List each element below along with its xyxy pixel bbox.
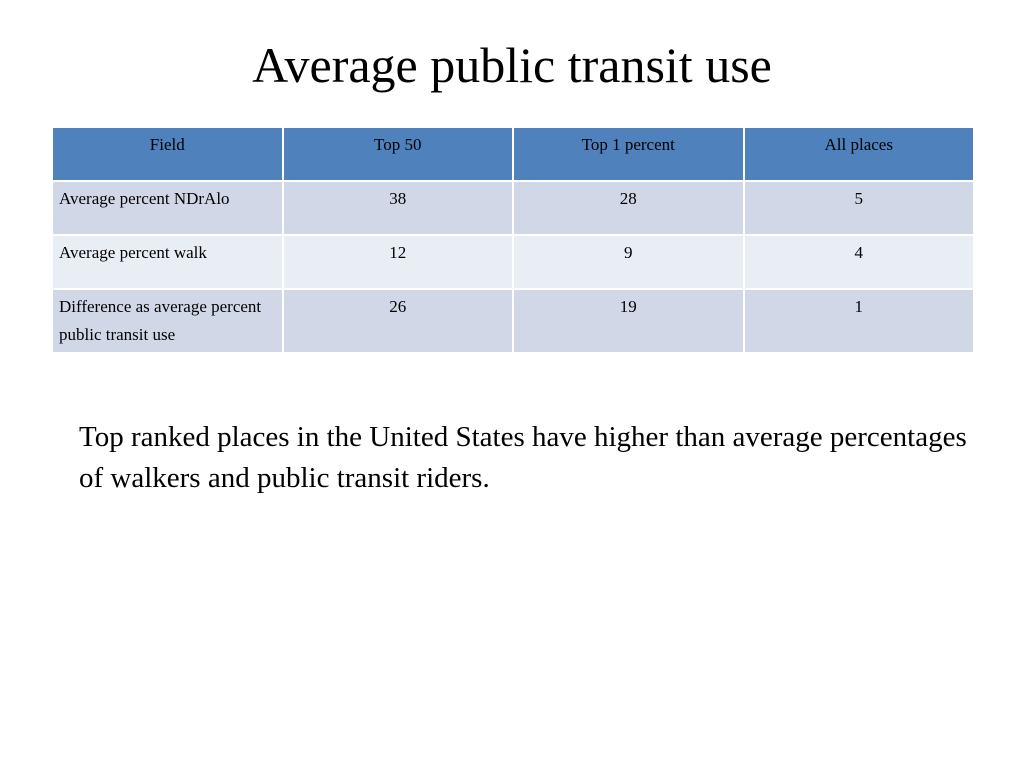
- header-field: Field: [51, 126, 284, 182]
- header-top-50: Top 50: [281, 126, 514, 182]
- header-top-1-percent: Top 1 percent: [512, 126, 745, 182]
- row-value-top-50: 38: [281, 180, 514, 236]
- row-value-top-50: 12: [281, 234, 514, 290]
- row-value-all-places: 4: [742, 234, 975, 290]
- row-value-all-places: 5: [742, 180, 975, 236]
- row-value-top-1-percent: 28: [512, 180, 745, 236]
- row-field-label: Average percent walk: [51, 234, 284, 290]
- transit-table: Field Top 50 Top 1 percent All places Av…: [51, 126, 975, 354]
- row-value-top-50: 26: [281, 288, 514, 354]
- row-value-top-1-percent: 19: [512, 288, 745, 354]
- table-row: Difference as average percent public tra…: [51, 288, 975, 354]
- table-row: Average percent walk 12 9 4: [51, 234, 975, 290]
- table-header-row: Field Top 50 Top 1 percent All places: [51, 126, 975, 182]
- row-value-top-1-percent: 9: [512, 234, 745, 290]
- slide-caption: Top ranked places in the United States h…: [79, 421, 967, 494]
- row-field-label: Difference as average percent public tra…: [51, 288, 284, 354]
- header-all-places: All places: [742, 126, 975, 182]
- table-row: Average percent NDrAlo 38 28 5: [51, 180, 975, 236]
- row-field-label: Average percent NDrAlo: [51, 180, 284, 236]
- slide-title: Average public transit use: [252, 37, 772, 93]
- row-value-all-places: 1: [742, 288, 975, 354]
